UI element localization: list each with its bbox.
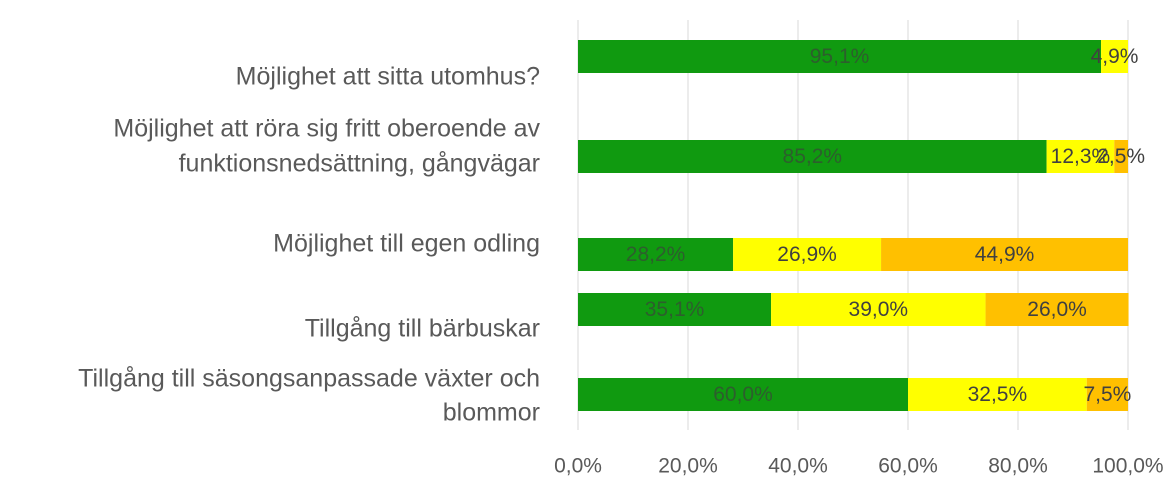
value-label: 44,9% [975,243,1035,266]
x-tick-label: 40,0% [768,455,828,478]
category-label: Tillgång till bärbuskar [305,315,540,343]
value-label: 26,9% [777,243,837,266]
value-label: 85,2% [783,145,843,168]
value-label: 12,3% [1051,145,1111,168]
value-label: 35,1% [645,298,705,321]
bar-segment [578,140,1047,173]
category-label: Möjlighet att röra sig fritt oberoende a… [113,115,540,143]
value-label: 32,5% [968,383,1028,406]
x-tick-label: 0,0% [554,455,602,478]
value-label: 39,0% [849,298,909,321]
bar-segment [733,238,882,271]
x-tick-label: 20,0% [658,455,718,478]
value-label: 28,2% [626,243,686,266]
value-label: 2,5% [1097,145,1145,168]
x-tick-label: 100,0% [1092,455,1163,478]
category-label: funktionsnedsättning, gångvägar [179,150,540,178]
bar-segment [578,293,772,326]
category-label: Möjlighet till egen odling [273,230,540,258]
bar-segment [578,40,1102,73]
category-label: Möjlighet att sitta utomhus? [236,63,540,91]
category-label: blommor [443,399,540,427]
bar-segment [881,238,1128,271]
value-label: 95,1% [810,45,870,68]
value-label: 60,0% [713,383,773,406]
bar-segment [985,293,1129,326]
bar-segment [578,378,908,411]
value-label: 26,0% [1027,298,1087,321]
x-tick-label: 60,0% [878,455,938,478]
x-tick-label: 80,0% [988,455,1048,478]
bar-segment [1101,40,1128,73]
bar-segment [578,238,734,271]
value-label: 7,5% [1083,383,1131,406]
bar-segment [1046,140,1115,173]
bar-segment [771,293,986,326]
bar-segment [1086,378,1128,411]
value-label: 4,9% [1091,45,1139,68]
bar-segment [1114,140,1128,173]
category-label: Tillgång till säsongsanpassade växter oc… [78,365,540,393]
bar-segment [908,378,1087,411]
